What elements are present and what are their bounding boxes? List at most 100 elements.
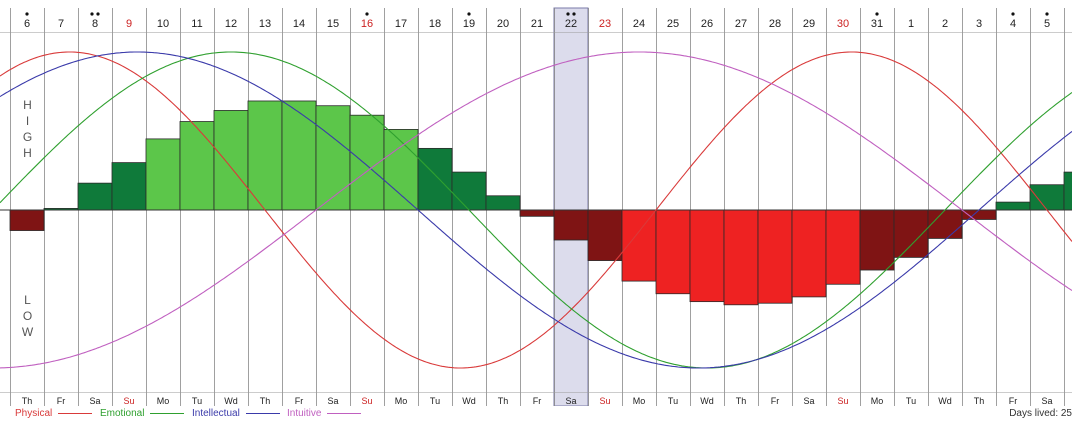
day-number: 3	[976, 18, 982, 30]
day-number: 26	[701, 18, 713, 30]
overall-bar	[213, 110, 249, 211]
overall-bar	[383, 129, 419, 211]
legend-label: Physical	[15, 408, 53, 419]
weekday-label: Fr	[295, 396, 304, 406]
day-number: 27	[735, 18, 747, 30]
curve-physical	[0, 51, 1072, 369]
overall-bar	[247, 100, 283, 211]
day-number: 23	[599, 18, 611, 30]
weekday-label: Th	[498, 396, 509, 406]
overall-bar	[689, 209, 725, 303]
legend-label: Emotional	[100, 408, 145, 419]
weekday-label: Mo	[395, 396, 408, 406]
weekday-label: Sa	[1041, 396, 1052, 406]
legend: Physical Emotional Intellectual Intuitiv…	[0, 406, 1072, 421]
weekday-label: Fr	[57, 396, 66, 406]
overall-bar	[9, 209, 45, 231]
day-number: 21	[531, 18, 543, 30]
day-number: 8	[92, 18, 98, 30]
weekday-label: Su	[361, 396, 372, 406]
day-marker-dot	[365, 12, 369, 16]
day-marker-dot	[25, 12, 29, 16]
legend-label: Intuitive	[287, 408, 322, 419]
day-number: 4	[1010, 18, 1016, 30]
overall-bar	[961, 209, 997, 220]
weekday-label: Mo	[157, 396, 170, 406]
weekday-label: Wd	[700, 396, 714, 406]
weekday-label: Fr	[771, 396, 780, 406]
weekday-label: Mo	[871, 396, 884, 406]
day-number: 2	[942, 18, 948, 30]
day-marker-dot	[572, 12, 576, 16]
day-marker-dot	[90, 12, 94, 16]
weekday-label: Sa	[327, 396, 338, 406]
day-number: 5	[1044, 18, 1050, 30]
day-number: 9	[126, 18, 132, 30]
day-number: 16	[361, 18, 373, 30]
biorhythm-chart: 6 7 8 9 10 11 12 13 14 15 16 17 18 19 20 21 22 23 24 25 26 27…	[0, 7, 1072, 406]
day-number: 25	[667, 18, 679, 30]
weekday-label: Fr	[1009, 396, 1018, 406]
day-number: 19	[463, 18, 475, 30]
day-number: 31	[871, 18, 883, 30]
day-number: 22	[565, 18, 577, 30]
overall-bar	[519, 209, 555, 217]
legend-item-intuitive: Intuitive	[287, 406, 362, 421]
weekday-label: Th	[974, 396, 985, 406]
overall-bar	[791, 209, 827, 298]
weekday-label: Th	[260, 396, 271, 406]
weekday-label: Sa	[803, 396, 814, 406]
weekday-label: Wd	[938, 396, 952, 406]
day-marker-dot	[1045, 12, 1049, 16]
weekday-label: Tu	[668, 396, 678, 406]
weekday-label: Wd	[462, 396, 476, 406]
selected-day-highlight	[553, 7, 589, 406]
weekday-label: Tu	[192, 396, 202, 406]
day-number: 30	[837, 18, 849, 30]
overall-bar	[451, 171, 487, 211]
day-number: 24	[633, 18, 645, 30]
overall-bar	[179, 121, 215, 211]
weekday-label: Tu	[906, 396, 916, 406]
weekday-label: Su	[123, 396, 134, 406]
day-marker-dot	[566, 12, 570, 16]
legend-item-emotional: Emotional	[100, 406, 185, 421]
day-marker-dot	[96, 12, 100, 16]
overall-bar	[281, 100, 317, 211]
overall-bar	[995, 201, 1031, 211]
day-marker-dot	[875, 12, 879, 16]
day-number: 20	[497, 18, 509, 30]
curve-intellectual	[0, 51, 1072, 369]
overall-bar	[77, 182, 113, 211]
legend-item-physical: Physical	[15, 406, 93, 421]
overall-bar	[1063, 171, 1072, 211]
overall-bar	[485, 195, 521, 211]
day-number: 13	[259, 18, 271, 30]
overall-bar	[553, 209, 589, 241]
overall-bar	[927, 209, 963, 239]
overall-bar	[417, 147, 453, 211]
weekday-label: Su	[837, 396, 848, 406]
overall-bar	[859, 209, 895, 271]
overall-bar	[145, 138, 181, 211]
weekday-label: Tu	[430, 396, 440, 406]
weekday-label: Th	[736, 396, 747, 406]
day-marker-dot	[1011, 12, 1015, 16]
overall-bar	[655, 209, 691, 295]
day-number: 18	[429, 18, 441, 30]
legend-label: Intellectual	[192, 408, 240, 419]
day-number: 14	[293, 18, 305, 30]
weekday-label: Wd	[224, 396, 238, 406]
day-marker-dot	[467, 12, 471, 16]
weekday-label: Su	[599, 396, 610, 406]
overall-bar	[723, 209, 759, 306]
day-number: 1	[908, 18, 914, 30]
days-lived-label: Days lived: 25	[1009, 408, 1072, 419]
overall-bar	[587, 209, 623, 261]
legend-item-intellectual: Intellectual	[192, 406, 280, 421]
curve-emotional	[0, 51, 1072, 369]
day-number: 11	[191, 18, 202, 30]
day-number: 17	[395, 18, 407, 30]
